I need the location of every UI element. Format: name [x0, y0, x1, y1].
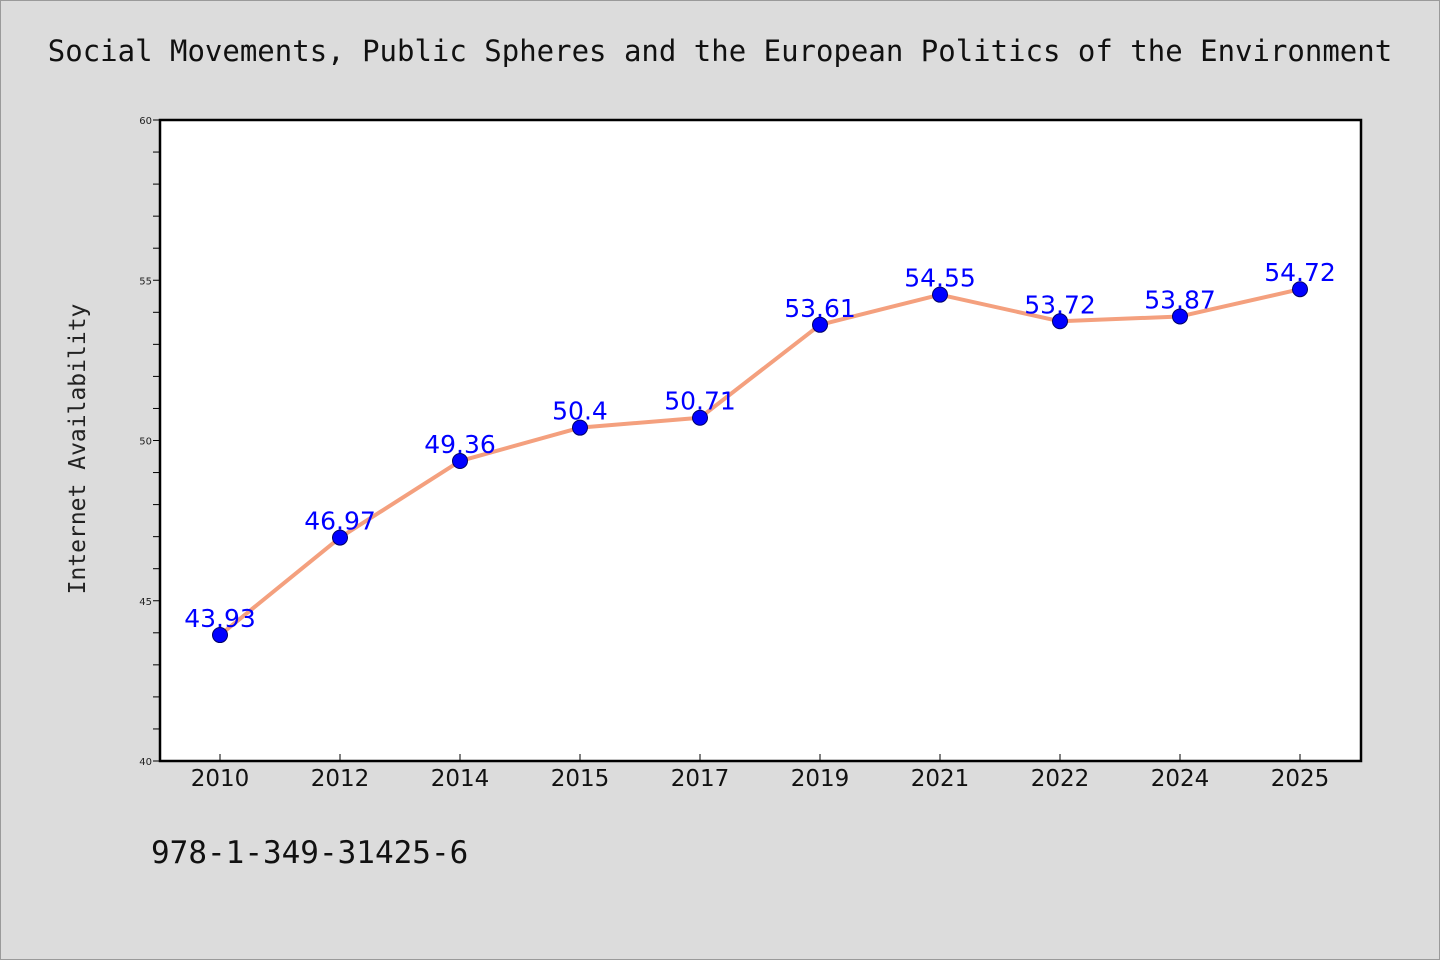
y-tick-label: 40 — [139, 757, 152, 768]
x-tick-label: 2017 — [671, 766, 730, 792]
x-tick-label: 2019 — [791, 766, 850, 792]
x-ticks: 2010 2012 2014 2015 2017 2019 2021 2022 2024 2025 — [191, 754, 1330, 792]
data-label: 50.4 — [552, 397, 608, 426]
y-tick-label: 45 — [139, 597, 152, 608]
data-label: 46.97 — [304, 507, 376, 536]
y-tick-label: 60 — [139, 116, 152, 127]
plot-frame — [158, 118, 1363, 763]
data-point — [452, 453, 468, 470]
data-label: 49.36 — [424, 430, 496, 459]
x-tick-label: 2010 — [191, 766, 250, 792]
data-label: 43.93 — [184, 604, 256, 633]
y-tick-label: 55 — [139, 276, 152, 287]
data-point — [692, 409, 708, 426]
data-labels: 43.93 46.97 49.36 50.4 50.71 53.61 54.55 53.72 5… — [184, 258, 1336, 633]
data-markers — [212, 281, 1308, 644]
data-label: 53.61 — [784, 294, 856, 323]
x-tick-label: 2015 — [551, 766, 610, 792]
x-tick-label: 2014 — [431, 766, 490, 792]
x-tick-label: 2022 — [1031, 766, 1090, 792]
data-point — [572, 419, 588, 436]
data-label: 54.55 — [904, 264, 976, 293]
data-label: 50.71 — [664, 387, 736, 416]
x-tick-label: 2021 — [911, 766, 970, 792]
isbn-note: 978-1-349-31425-6 — [151, 835, 469, 871]
data-label: 53.87 — [1144, 285, 1216, 314]
y-major-ticks: 40 45 50 55 60 — [139, 116, 160, 768]
data-label: 53.72 — [1024, 290, 1096, 319]
data-point — [212, 627, 228, 644]
data-point — [812, 316, 828, 333]
plot-area — [160, 120, 1361, 761]
chart-title: Social Movements, Public Spheres and the… — [47, 34, 1393, 68]
x-tick-label: 2025 — [1271, 766, 1330, 792]
data-point — [932, 286, 948, 303]
y-tick-label: 50 — [139, 437, 152, 448]
series-line — [218, 287, 1301, 637]
x-tick-label: 2012 — [311, 766, 370, 792]
data-label: 54.72 — [1264, 258, 1336, 287]
data-point — [332, 529, 348, 546]
data-point — [1052, 313, 1068, 330]
data-point — [1292, 281, 1308, 298]
data-point — [1172, 308, 1188, 325]
x-tick-label: 2024 — [1151, 766, 1210, 792]
